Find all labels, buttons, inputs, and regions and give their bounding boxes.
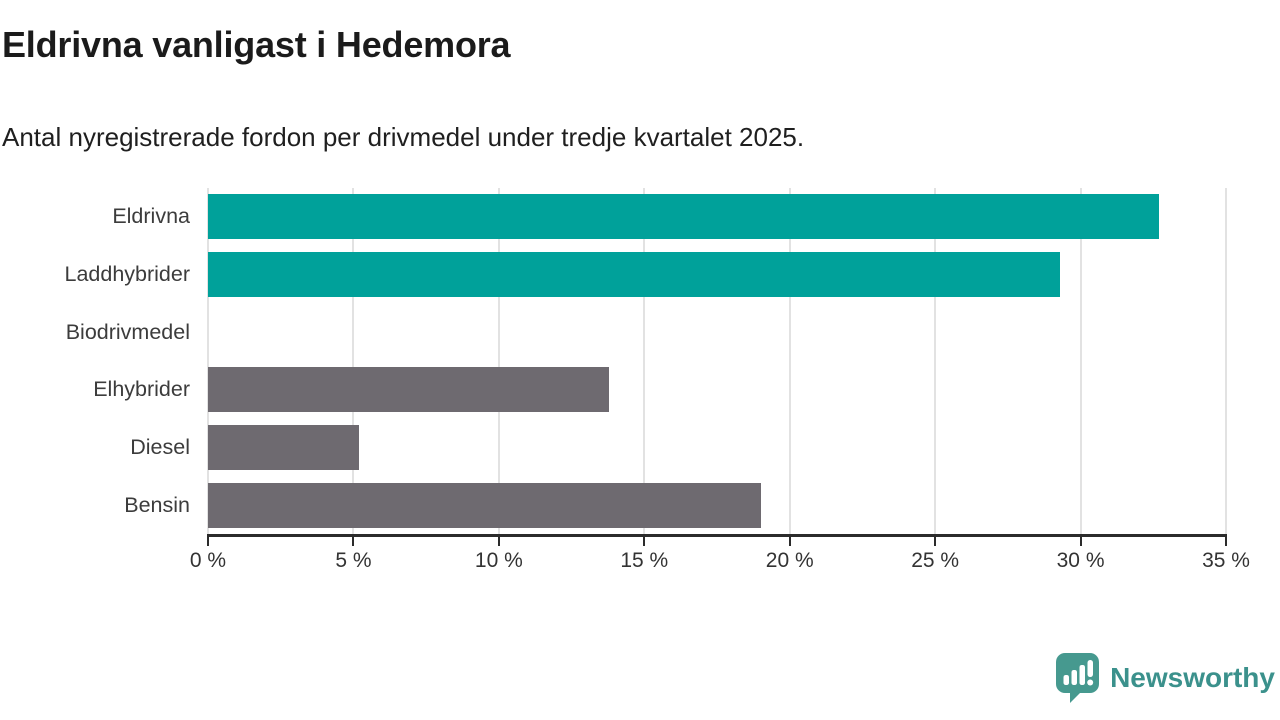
x-axis-ticks	[207, 537, 1227, 546]
bar-row-diesel	[208, 419, 1226, 477]
y-axis-labels: Eldrivna Laddhybrider Biodrivmedel Elhyb…	[0, 188, 190, 534]
x-tick-35pct	[1225, 537, 1227, 546]
gridline-5pct	[352, 188, 355, 534]
gridline-0pct	[207, 188, 209, 534]
gridline-30pct	[1079, 188, 1082, 534]
y-axis-label-biodrivmedel: Biodrivmedel	[65, 319, 190, 344]
y-axis-label-diesel: Diesel	[130, 434, 190, 459]
bar-row-elhybrider	[208, 361, 1226, 419]
x-axis-label-20: 20 %	[765, 549, 814, 572]
x-axis-line	[207, 534, 1227, 537]
bar-diesel	[208, 424, 360, 470]
newsworthy-logo: Newsworthy	[1056, 653, 1275, 703]
bar-row-laddhybrider	[208, 246, 1226, 304]
x-tick-10pct	[497, 537, 500, 546]
bar-elhybrider	[208, 367, 610, 413]
gridlines	[207, 188, 1227, 534]
x-axis-label-0: 0 %	[189, 549, 227, 572]
x-axis-label-5: 5 %	[335, 549, 372, 572]
bar-row-bensin	[208, 476, 1226, 534]
x-tick-15pct	[643, 537, 646, 546]
gridline-25pct	[934, 188, 937, 534]
y-axis-label-bensin: Bensin	[124, 492, 190, 517]
x-tick-20pct	[788, 537, 791, 546]
newsworthy-logo-text: Newsworthy	[1110, 662, 1275, 693]
bar-eldrivna	[208, 194, 1160, 240]
y-axis-label-elhybrider: Elhybrider	[93, 377, 190, 402]
x-tick-30pct	[1079, 537, 1082, 546]
x-axis-label-25: 25 %	[911, 549, 960, 572]
x-axis-label-15: 15 %	[620, 549, 669, 572]
x-axis-label-30: 30 %	[1056, 549, 1105, 572]
y-axis-label-laddhybrider: Laddhybrider	[64, 261, 190, 286]
gridline-15pct	[643, 188, 646, 534]
x-tick-5pct	[352, 537, 355, 546]
x-tick-0pct	[207, 537, 209, 546]
gridline-20pct	[788, 188, 791, 534]
y-axis-label-eldrivna: Eldrivna	[112, 204, 190, 229]
newsworthy-speech-bubble-chart-icon	[1056, 653, 1100, 703]
gridline-10pct	[497, 188, 500, 534]
chart-title: Eldrivna vanligast i Hedemora	[2, 24, 511, 65]
x-axis-label-10: 10 %	[474, 549, 523, 572]
x-axis-labels: 0 % 5 % 10 % 15 % 20 % 25 % 30 % 35 %	[190, 549, 1250, 579]
bar-bensin	[208, 482, 761, 528]
x-axis-label-35: 35 %	[1202, 549, 1250, 572]
bar-row-biodrivmedel	[208, 303, 1226, 361]
bar-laddhybrider	[208, 251, 1061, 297]
bar-rows	[208, 188, 1226, 534]
x-tick-25pct	[934, 537, 937, 546]
chart-subtitle: Antal nyregistrerade fordon per drivmede…	[2, 122, 805, 152]
bar-row-eldrivna	[208, 188, 1226, 246]
gridline-35pct	[1225, 188, 1227, 534]
plot-area	[207, 188, 1227, 534]
